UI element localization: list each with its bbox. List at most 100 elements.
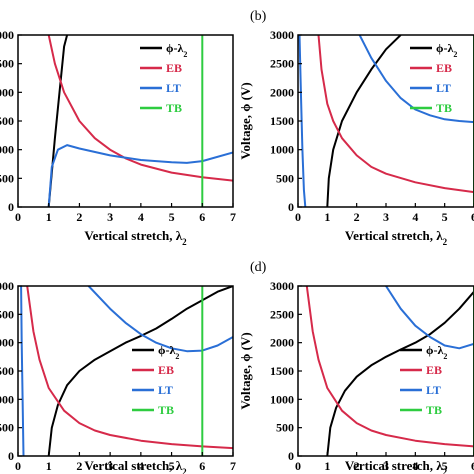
y-tick-label: 3000 <box>270 279 294 293</box>
y-tick-label: 3000 <box>0 279 14 293</box>
legend-label: EB <box>166 61 182 75</box>
x-tick-label: 5 <box>169 210 175 224</box>
series-line-3 <box>358 35 474 124</box>
x-tick-label: 6 <box>199 210 205 224</box>
y-tick-label: 2500 <box>0 307 14 321</box>
y-tick-label: 2000 <box>0 85 14 99</box>
y-tick-label: 500 <box>0 171 14 185</box>
y-tick-label: 1000 <box>270 392 294 406</box>
legend-label: TB <box>426 403 442 417</box>
x-tick-label: 1 <box>46 459 52 473</box>
x-tick-label: 0 <box>15 459 21 473</box>
y-tick-label: 1000 <box>0 392 14 406</box>
x-tick-label: 0 <box>15 210 21 224</box>
chart-panel-0: 0 1 2 3 4 5 6 7 0 500 1000 1500 2000 2500 3000 Vertical… <box>0 28 236 247</box>
legend-label: LT <box>166 81 181 95</box>
legend-label: LT <box>158 383 173 397</box>
y-tick-label: 1000 <box>270 143 294 157</box>
x-tick-label: 0 <box>295 459 301 473</box>
y-tick-label: 3000 <box>270 28 294 42</box>
x-axis-label: Vertical stretch, λ2 <box>345 228 448 247</box>
y-tick-label: 2000 <box>270 85 294 99</box>
legend-label: EB <box>158 363 174 377</box>
y-tick-label: 500 <box>0 421 14 435</box>
series-line-2 <box>47 144 233 207</box>
x-tick-label: 6 <box>471 459 474 473</box>
series-line-2 <box>385 286 474 350</box>
series-line-1 <box>317 35 474 194</box>
x-tick-label: 7 <box>230 210 236 224</box>
x-tick-label: 5 <box>442 459 448 473</box>
y-tick-label: 1500 <box>270 364 294 378</box>
chart-panel-2: 0 1 2 3 4 5 6 7 0 500 1000 1500 2000 2500 3000 Vertical… <box>0 279 236 474</box>
legend-label: ϕ-λ2 <box>158 343 179 361</box>
legend-label: LT <box>436 81 451 95</box>
x-tick-label: 6 <box>199 459 205 473</box>
legend-label: EB <box>436 61 452 75</box>
panel-label: (d) <box>250 260 267 275</box>
series-line-1 <box>26 286 233 450</box>
x-axis-label: Vertical stretch, λ2 <box>84 228 187 247</box>
y-tick-label: 0 <box>8 449 14 463</box>
x-tick-label: 4 <box>138 210 144 224</box>
y-tick-label: 2500 <box>270 307 294 321</box>
legend-label: LT <box>426 383 441 397</box>
y-tick-label: 1500 <box>0 364 14 378</box>
x-tick-label: 1 <box>324 459 330 473</box>
x-tick-label: 6 <box>471 210 474 224</box>
y-tick-label: 1500 <box>270 114 294 128</box>
y-axis-label: Voltage, ϕ (V) <box>238 332 253 409</box>
chart-panel-3: 0 1 2 3 4 5 6 0 500 1000 1500 2000 2500 3000 Vertical … <box>238 260 474 474</box>
y-tick-label: 2000 <box>0 336 14 350</box>
x-tick-label: 4 <box>412 210 418 224</box>
chart-panel-1: 0 1 2 3 4 5 6 0 500 1000 1500 2000 2500 3000 Vertical … <box>238 9 474 247</box>
y-tick-label: 0 <box>288 200 294 214</box>
x-axis-label: Vertical stretch, λ2 <box>84 458 187 474</box>
x-tick-label: 7 <box>230 459 236 473</box>
y-tick-label: 1500 <box>0 114 14 128</box>
x-tick-label: 1 <box>324 210 330 224</box>
y-tick-label: 3000 <box>0 28 14 42</box>
y-tick-label: 500 <box>276 421 294 435</box>
y-tick-label: 2500 <box>270 57 294 71</box>
legend-label: TB <box>158 403 174 417</box>
series-line-0 <box>326 291 474 456</box>
x-tick-label: 2 <box>76 210 82 224</box>
x-tick-label: 0 <box>295 210 301 224</box>
x-tick-label: 5 <box>442 210 448 224</box>
panel-label: (b) <box>250 9 267 24</box>
plot-frame <box>17 285 234 457</box>
y-tick-label: 0 <box>288 449 294 463</box>
y-axis-label: Voltage, ϕ (V) <box>238 82 253 159</box>
y-tick-label: 500 <box>276 171 294 185</box>
legend-label: ϕ-λ2 <box>426 343 447 361</box>
series-line-2 <box>298 35 307 207</box>
legend-label: ϕ-λ2 <box>436 41 457 59</box>
x-tick-label: 3 <box>107 210 113 224</box>
series-line-3 <box>87 286 233 353</box>
y-tick-label: 2000 <box>270 336 294 350</box>
x-tick-label: 4 <box>412 459 418 473</box>
series-line-1 <box>47 35 233 182</box>
series-line-1 <box>305 286 474 448</box>
plot-frame <box>297 285 474 457</box>
x-tick-label: 2 <box>354 459 360 473</box>
x-tick-label: 3 <box>107 459 113 473</box>
x-tick-label: 3 <box>383 459 389 473</box>
y-tick-label: 2500 <box>0 57 14 71</box>
x-tick-label: 3 <box>383 210 389 224</box>
legend-label: TB <box>166 101 182 115</box>
x-tick-label: 5 <box>169 459 175 473</box>
legend-label: EB <box>426 363 442 377</box>
x-axis-label: Vertical stretch, λ2 <box>345 458 448 474</box>
x-tick-label: 4 <box>138 459 144 473</box>
x-tick-label: 2 <box>354 210 360 224</box>
legend-label: ϕ-λ2 <box>166 41 187 59</box>
x-tick-label: 1 <box>46 210 52 224</box>
series-line-0 <box>47 286 233 456</box>
legend-label: TB <box>436 101 452 115</box>
x-tick-label: 2 <box>76 459 82 473</box>
y-tick-label: 1000 <box>0 143 14 157</box>
series-line-0 <box>326 35 402 207</box>
